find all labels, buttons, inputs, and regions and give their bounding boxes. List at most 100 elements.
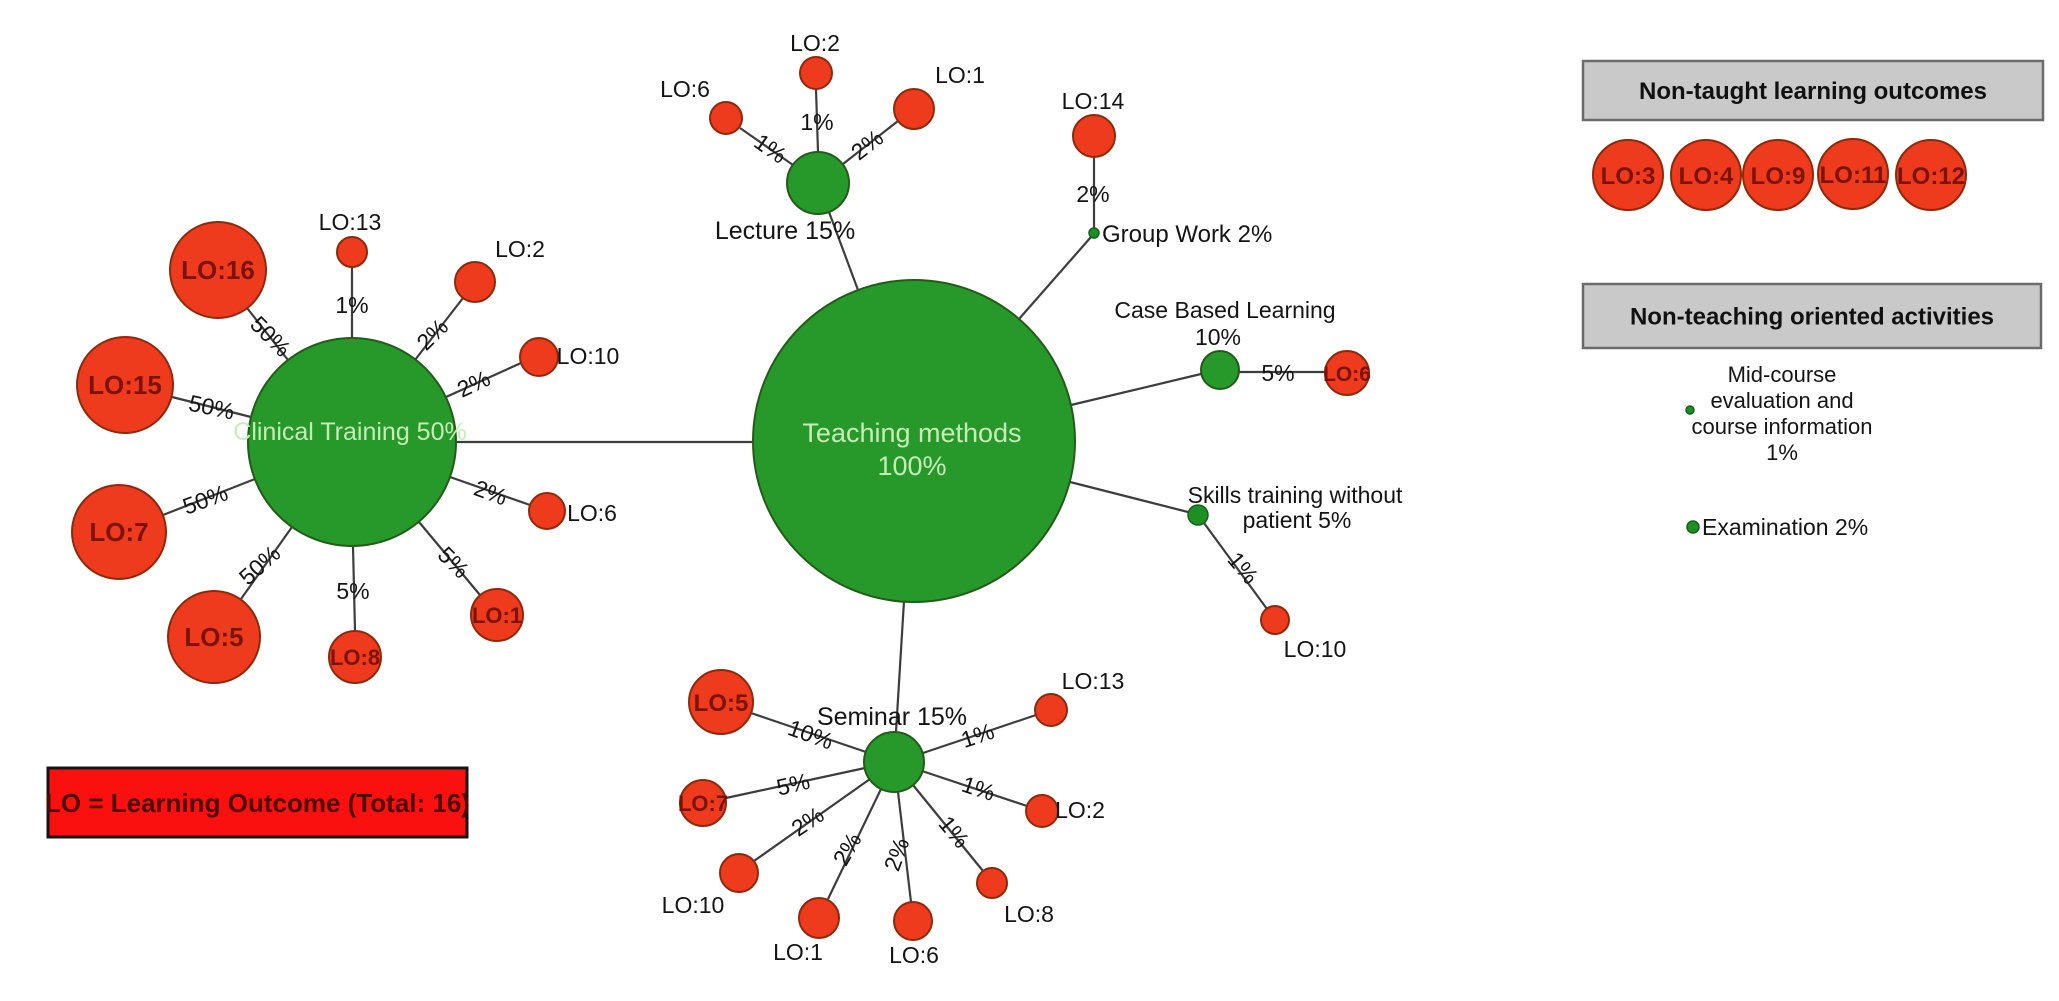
node-lo-10-skills xyxy=(1260,605,1290,635)
edge-weight-label: 2% xyxy=(828,828,867,870)
edge-line xyxy=(171,395,252,419)
node-lo-12-nontaught xyxy=(1895,139,1967,211)
node-clinical-training-label: Clinical Training 50% xyxy=(233,418,466,446)
edge-line xyxy=(739,127,794,166)
node-lo-10-clinical xyxy=(519,337,559,377)
node-label: LO:8 xyxy=(1004,901,1054,927)
edge-weight-label: 1% xyxy=(335,292,368,318)
edge-line xyxy=(750,711,867,754)
mid-course-evaluation-label-line: 1% xyxy=(1766,440,1798,465)
node-case-based-learning xyxy=(1200,350,1240,390)
node-lo-5-seminar xyxy=(688,669,754,735)
node-teaching-methods-label: Teaching methods xyxy=(802,418,1021,448)
node-lo-6-cbl xyxy=(1324,350,1370,396)
edge-weight-label: 1% xyxy=(959,771,999,806)
edge-line xyxy=(814,88,820,153)
node-group-work-dot xyxy=(1088,227,1100,239)
mid-course-evaluation-label-line: evaluation and xyxy=(1710,388,1853,413)
edge-line xyxy=(445,361,522,399)
edge-line xyxy=(827,788,882,900)
non-teaching-header-title: Non-teaching oriented activities xyxy=(1630,304,1994,331)
edge-weight-label: 2% xyxy=(453,365,494,403)
edge-line xyxy=(922,713,1037,755)
edge-weight-label: 2% xyxy=(846,124,888,165)
node-lo-7-seminar-label: LO:7 xyxy=(678,791,728,816)
node-label: Lecture 15% xyxy=(715,217,855,245)
edge-weight-label: 50% xyxy=(245,311,296,362)
edge-weight-label: 50% xyxy=(186,390,236,425)
node-lo-1-lecture xyxy=(893,88,935,130)
edge-line xyxy=(896,791,913,903)
edge-line xyxy=(418,521,481,596)
edge-line xyxy=(921,769,1028,808)
edge-line xyxy=(414,297,464,361)
edge-weight-label: 5% xyxy=(336,578,369,604)
edge-line xyxy=(351,545,357,632)
node-lo-14-groupwork xyxy=(1072,114,1116,158)
node-lo-8-clinical xyxy=(328,630,382,684)
node-lo-5-clinical-label: LO:5 xyxy=(184,622,243,652)
node-lo-7-seminar xyxy=(679,779,727,827)
node-lo-2-seminar xyxy=(1025,794,1059,828)
non-taught-header-title: Non-taught learning outcomes xyxy=(1639,78,1987,105)
edge-line xyxy=(162,477,256,517)
mid-course-evaluation-label-line: course information xyxy=(1692,414,1873,439)
edge-line xyxy=(753,778,871,862)
node-label: Seminar 15% xyxy=(817,703,967,731)
node-lo-7-clinical xyxy=(71,484,167,580)
node-seminar xyxy=(863,731,925,793)
node-lo-12-nontaught-label: LO:12 xyxy=(1897,163,1965,190)
node-label: LO:6 xyxy=(660,76,710,102)
node-lo-2-lecture xyxy=(799,56,833,90)
node-lo-16-clinical-label: LO:16 xyxy=(181,255,255,285)
node-lo-15-clinical-label: LO:15 xyxy=(88,370,162,400)
node-label: LO:6 xyxy=(889,942,939,968)
mid-course-evaluation-label-line: Mid-course xyxy=(1728,362,1837,387)
edge-weight-label: 2% xyxy=(1076,181,1109,207)
edge-weight-label: 1% xyxy=(800,109,833,135)
edge-line xyxy=(1018,236,1092,320)
node-mid-course-evaluation-dot xyxy=(1685,405,1695,415)
node-label: LO:14 xyxy=(1062,88,1125,114)
node-lo-3-nontaught xyxy=(1592,139,1664,211)
node-label: LO:10 xyxy=(662,892,725,918)
node-lo-8-seminar xyxy=(976,867,1008,899)
node-lo-15-clinical xyxy=(76,336,174,434)
edge-weight-label: 50% xyxy=(179,479,231,519)
node-lo-2-clinical xyxy=(454,261,496,303)
legend-box xyxy=(46,766,469,839)
node-lecture xyxy=(786,151,850,215)
edge-weight-label: 1% xyxy=(1222,547,1263,589)
edge-line xyxy=(246,307,289,361)
node-skills-training-dot xyxy=(1187,504,1209,526)
node-label: LO:6 xyxy=(567,500,617,526)
non-taught-header-box xyxy=(1581,59,2045,122)
node-lo-1-clinical-label: LO:1 xyxy=(472,603,522,628)
node-lo-13-clinical xyxy=(336,236,368,268)
edge-line xyxy=(1203,522,1268,610)
edge-line xyxy=(827,211,860,291)
node-label: LO:13 xyxy=(319,209,382,235)
node-lo-6-cbl-label: LO:6 xyxy=(1323,363,1371,386)
node-label: Skills training without xyxy=(1188,482,1403,508)
node-lo-13-seminar xyxy=(1034,693,1068,727)
node-clinical-training xyxy=(247,337,457,547)
edge-weight-label: 5% xyxy=(433,541,475,583)
node-lo-10-seminar xyxy=(719,853,759,893)
node-lo-7-clinical-label: LO:7 xyxy=(89,517,148,547)
node-lo-1-seminar xyxy=(798,897,840,939)
node-label: LO:1 xyxy=(773,939,823,965)
edge-weight-label: 2% xyxy=(879,834,915,874)
node-lo-9-nontaught-label: LO:9 xyxy=(1751,163,1806,190)
edge-line xyxy=(449,475,531,507)
node-lo-9-nontaught xyxy=(1742,139,1814,211)
node-lo-16-clinical xyxy=(169,221,267,319)
node-lo-5-seminar-label: LO:5 xyxy=(694,690,749,717)
node-lo-6-seminar xyxy=(893,901,933,941)
edge-line xyxy=(1069,480,1189,514)
edge-line xyxy=(1070,372,1202,407)
edge-line xyxy=(240,526,293,600)
legend-label: LO = Learning Outcome (Total: 16) xyxy=(45,788,470,818)
edge-weight-label: 5% xyxy=(1261,360,1294,386)
